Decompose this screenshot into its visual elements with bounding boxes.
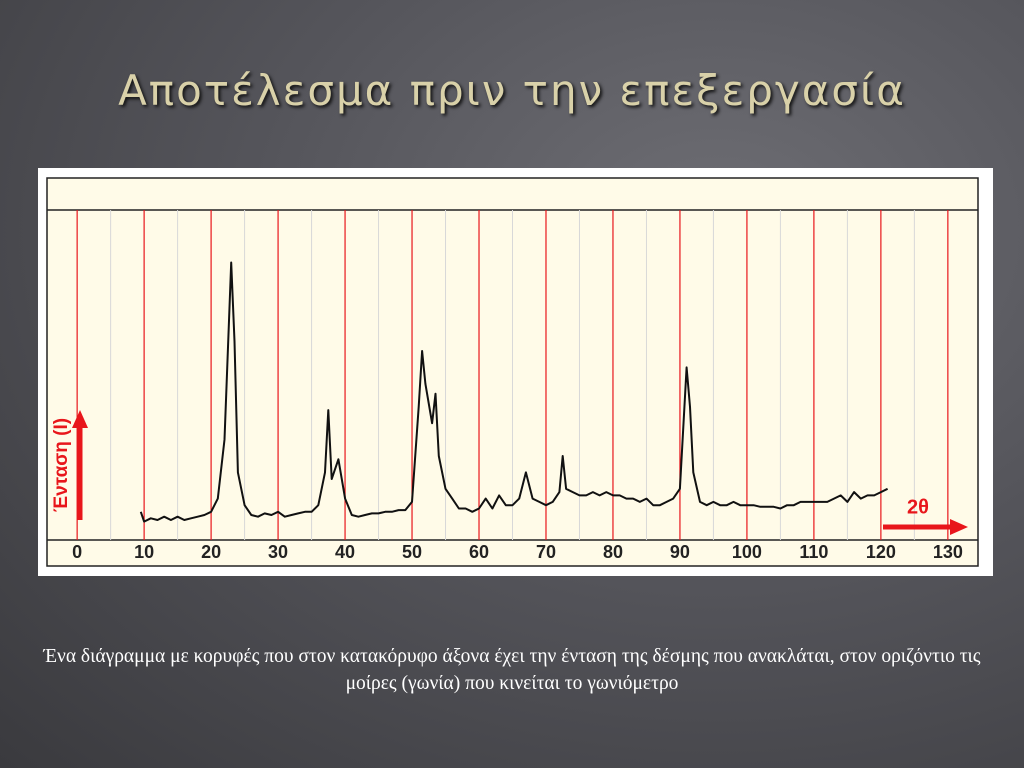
- x-tick-label: 80: [603, 542, 623, 562]
- x-tick-label: 10: [134, 542, 154, 562]
- x-tick-label: 130: [933, 542, 963, 562]
- x-axis-label: 2θ: [907, 496, 929, 518]
- x-tick-label: 50: [402, 542, 422, 562]
- intensity-line: [139, 261, 889, 523]
- x-tick-label: 0: [72, 542, 82, 562]
- x-arrow-head: [950, 519, 968, 535]
- y-axis-label: Ένταση (I): [51, 418, 72, 512]
- x-tick-label: 20: [201, 542, 221, 562]
- marks: [139, 261, 889, 523]
- x-tick-label: 40: [335, 542, 355, 562]
- grid: [76, 210, 949, 540]
- caption: Ένα διάγραμμα με κορυφές που στον κατακό…: [43, 646, 981, 694]
- y-arrow-head: [72, 410, 88, 428]
- x-tick-label: 30: [268, 542, 288, 562]
- x-tick-label: 120: [866, 542, 896, 562]
- x-tick-label: 110: [799, 542, 828, 562]
- x-tick-label: 100: [732, 542, 762, 562]
- x-tick-label: 70: [536, 542, 556, 562]
- x-tick-label: 90: [670, 542, 690, 562]
- slide-title: Αποτέλεσμα πριν την επεξεργασία: [118, 66, 906, 115]
- x-tick-label: 60: [469, 542, 489, 562]
